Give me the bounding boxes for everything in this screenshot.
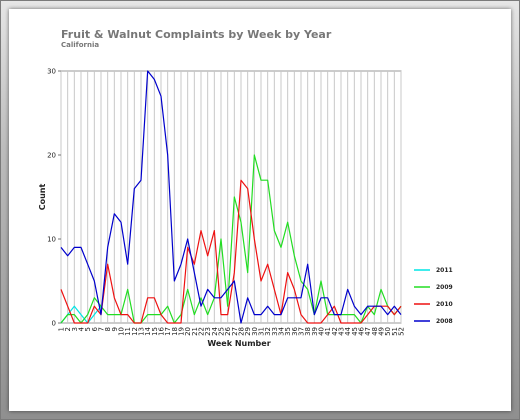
x-tick-label: 10	[118, 327, 126, 336]
line-chart: Fruit & Walnut Complaints by Week by Yea…	[38, 28, 453, 348]
x-tick-label: 31	[258, 327, 266, 336]
x-tick-label: 25	[218, 327, 226, 336]
y-tick-label: 20	[47, 152, 56, 160]
x-tick-label: 44	[344, 326, 352, 335]
x-tick-label: 13	[138, 327, 146, 336]
legend-label: 2008	[436, 318, 453, 325]
x-tick-label: 14	[144, 326, 152, 335]
x-tick-label: 46	[358, 326, 366, 335]
x-tick-label: 5	[84, 327, 92, 331]
x-tick-label: 29	[244, 327, 252, 336]
x-tick-label: 9	[111, 327, 119, 331]
x-tick-label: 30	[251, 327, 259, 336]
y-tick-label: 0	[52, 320, 56, 328]
x-tick-label: 16	[158, 326, 166, 335]
series-line-2009	[60, 154, 402, 324]
x-tick-label: 38	[304, 327, 312, 336]
x-tick-label: 34	[278, 326, 286, 335]
x-tick-label: 22	[198, 327, 206, 336]
x-tick-label: 19	[178, 327, 186, 336]
x-tick-label: 52	[398, 327, 406, 336]
y-tick-label: 30	[47, 68, 56, 76]
x-tick-label: 32	[264, 327, 272, 336]
x-tick-label: 8	[104, 327, 112, 331]
x-tick-label: 21	[191, 327, 199, 336]
x-tick-label: 39	[311, 327, 319, 336]
x-tick-label: 49	[378, 327, 386, 336]
series-line-2008	[60, 70, 402, 324]
plot-area	[60, 70, 402, 324]
legend-label: 2010	[436, 301, 453, 308]
x-tick-label: 37	[298, 327, 306, 336]
x-tick-label: 47	[364, 327, 372, 336]
x-tick-label: 40	[318, 327, 326, 336]
x-tick-label: 3	[71, 327, 79, 331]
x-tick-label: 12	[131, 327, 139, 336]
x-tick-label: 51	[391, 327, 399, 336]
x-tick-label: 35	[284, 327, 292, 336]
x-tick-label: 28	[238, 327, 246, 336]
x-tick-label: 15	[151, 327, 159, 336]
legend: 2011 2009 2010 2008	[414, 267, 453, 325]
x-tick-label: 20	[184, 327, 192, 336]
chart-panel: Fruit & Walnut Complaints by Week by Yea…	[9, 9, 511, 411]
x-tick-label: 48	[371, 327, 379, 336]
x-tick-label: 1	[58, 327, 66, 331]
legend-label: 2011	[436, 267, 453, 274]
x-tick-label: 6	[91, 326, 99, 331]
x-tick-label: 41	[324, 327, 332, 336]
chart-subtitle: California	[61, 41, 99, 49]
x-tick-label: 4	[78, 326, 86, 331]
x-tick-label: 11	[124, 327, 132, 336]
y-tick-label: 10	[47, 236, 56, 244]
x-tick-label: 7	[98, 327, 106, 331]
x-tick-label: 33	[271, 327, 279, 336]
x-tick-label: 18	[171, 327, 179, 336]
x-tick-label: 23	[204, 327, 212, 336]
x-tick-label: 24	[211, 326, 219, 335]
x-tick-label: 43	[338, 327, 346, 336]
x-tick-label: 45	[351, 327, 359, 336]
x-axis-label: Week Number	[207, 339, 270, 348]
x-tick-label: 50	[384, 327, 392, 336]
x-tick-label: 17	[164, 327, 172, 336]
x-tick-label: 36	[291, 326, 299, 335]
x-tick-label: 26	[224, 326, 232, 335]
x-tick-label: 27	[231, 327, 239, 336]
legend-label: 2009	[436, 284, 453, 291]
chart-title: Fruit & Walnut Complaints by Week by Yea…	[61, 28, 332, 41]
x-tick-label: 42	[331, 327, 339, 336]
x-tick-label: 2	[64, 327, 72, 331]
y-axis-label: Count	[38, 184, 47, 211]
series-line-2010	[60, 179, 402, 324]
